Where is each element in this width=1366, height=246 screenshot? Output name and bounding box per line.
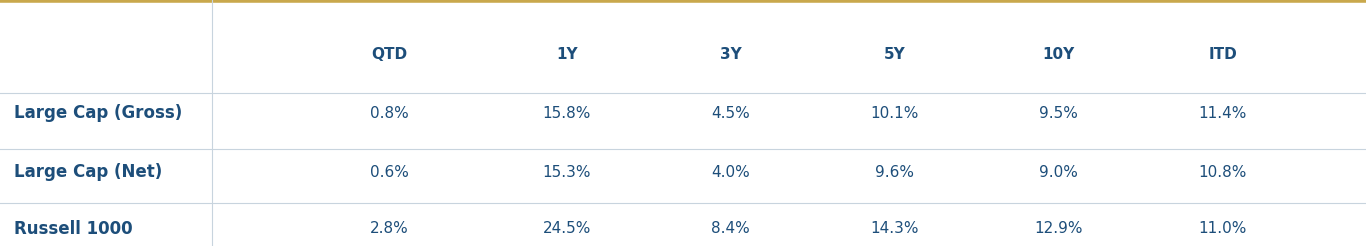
Text: 11.0%: 11.0% [1198,221,1247,236]
Text: 0.8%: 0.8% [370,106,408,121]
Text: 5Y: 5Y [884,47,906,62]
Text: 24.5%: 24.5% [542,221,591,236]
Text: Large Cap (Net): Large Cap (Net) [14,163,163,181]
Text: 14.3%: 14.3% [870,221,919,236]
Text: 9.6%: 9.6% [876,165,914,180]
Text: Russell 1000: Russell 1000 [14,220,133,238]
Text: 11.4%: 11.4% [1198,106,1247,121]
Text: 3Y: 3Y [720,47,742,62]
Text: 1Y: 1Y [556,47,578,62]
Text: Large Cap (Gross): Large Cap (Gross) [14,104,182,122]
Text: 9.5%: 9.5% [1040,106,1078,121]
Text: ITD: ITD [1208,47,1238,62]
Text: 15.8%: 15.8% [542,106,591,121]
Text: 4.5%: 4.5% [712,106,750,121]
Text: 4.0%: 4.0% [712,165,750,180]
Text: QTD: QTD [372,47,407,62]
Text: 10.1%: 10.1% [870,106,919,121]
Text: 2.8%: 2.8% [370,221,408,236]
Text: 10.8%: 10.8% [1198,165,1247,180]
Text: 10Y: 10Y [1042,47,1075,62]
Text: 0.6%: 0.6% [370,165,408,180]
Text: 8.4%: 8.4% [712,221,750,236]
Text: 15.3%: 15.3% [542,165,591,180]
Text: 12.9%: 12.9% [1034,221,1083,236]
Text: 9.0%: 9.0% [1040,165,1078,180]
